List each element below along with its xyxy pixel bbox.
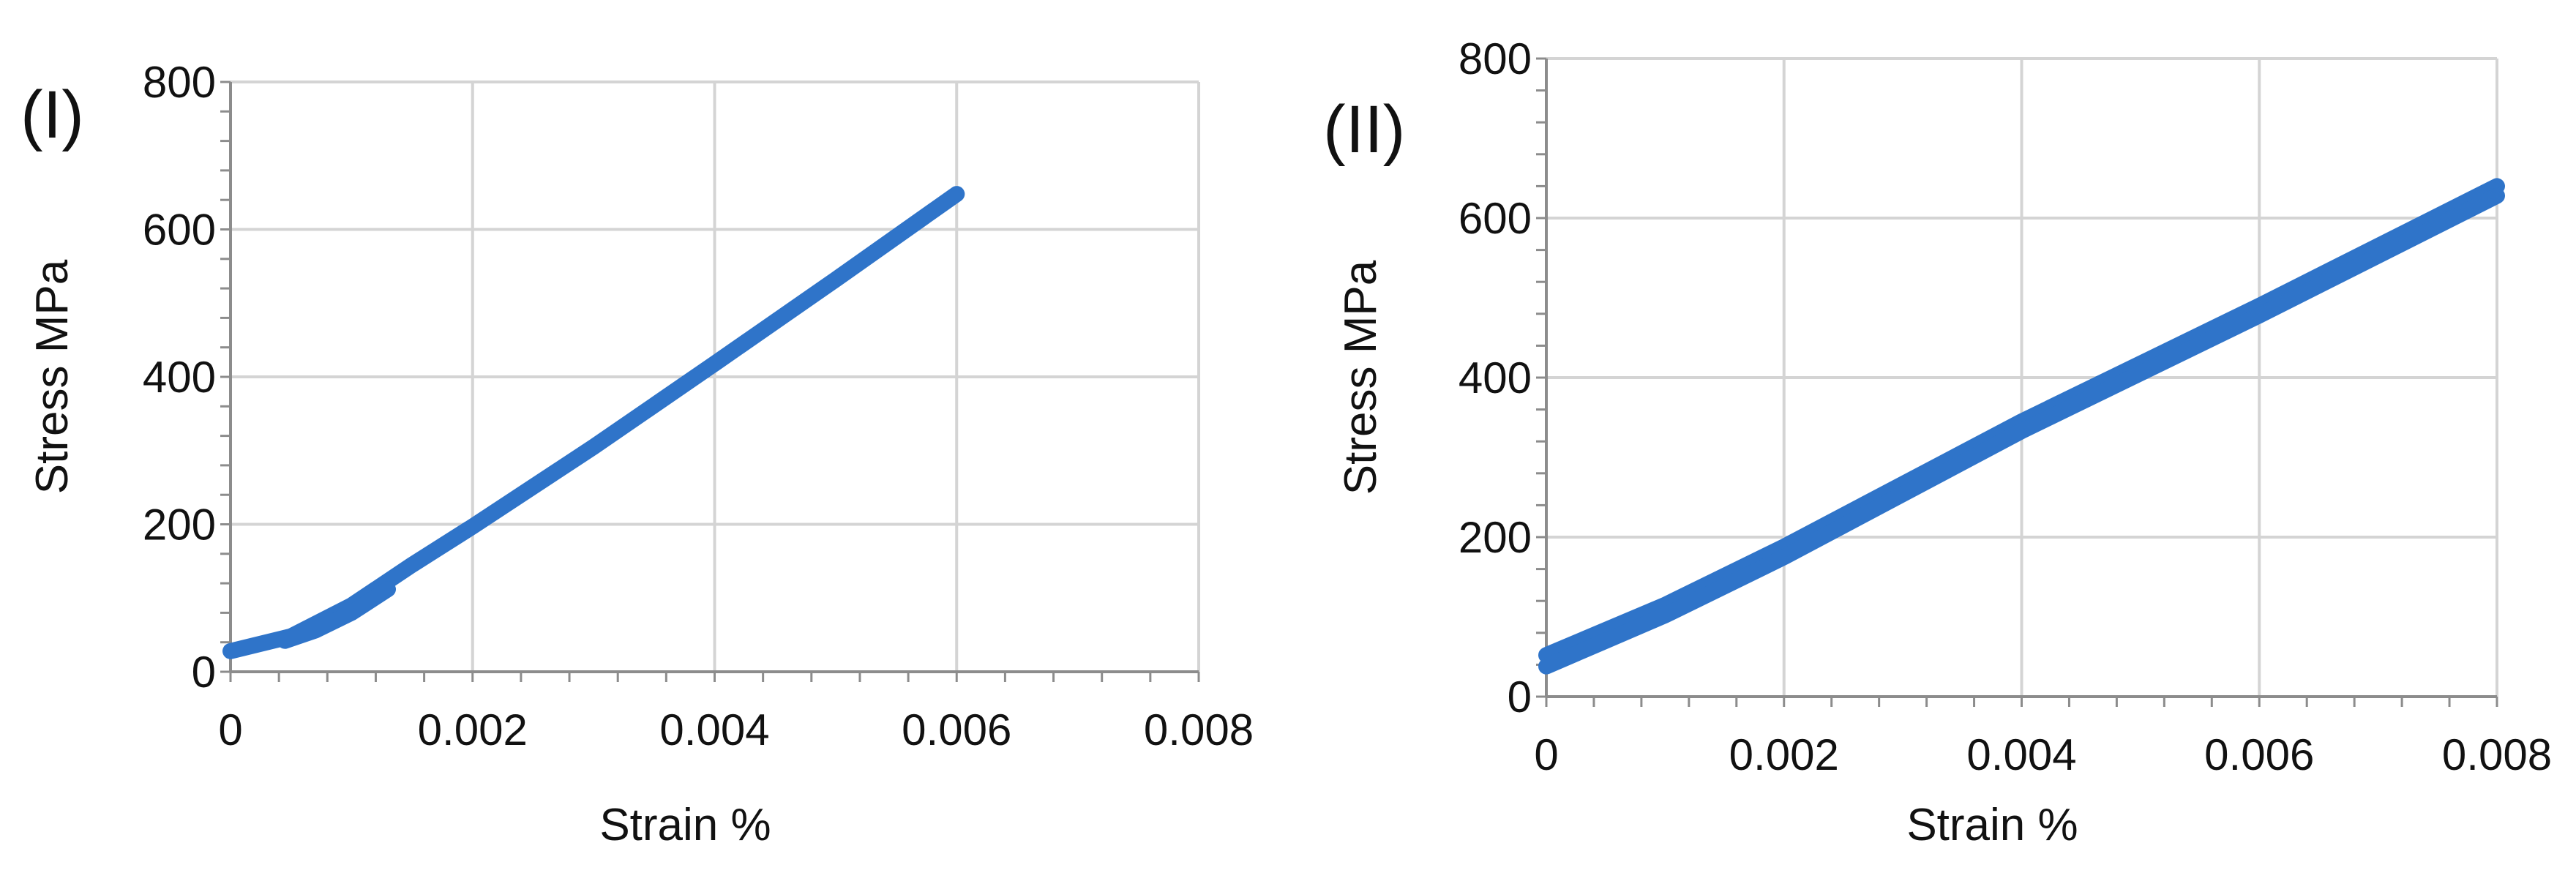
- y-axis-title: Stress MPa: [27, 259, 78, 494]
- y-tick-label: 0: [192, 648, 216, 697]
- x-tick-label: 0: [218, 705, 242, 754]
- y-tick-label: 800: [143, 58, 216, 107]
- x-tick-label: 0.006: [902, 705, 1011, 754]
- series-line-2: [1538, 187, 2505, 675]
- series-line-2: [277, 581, 396, 649]
- series-line-1: [1538, 178, 2505, 664]
- panel-label: (I): [20, 78, 84, 152]
- x-axis-title: Strain %: [599, 800, 771, 850]
- y-tick-label: 600: [1459, 194, 1532, 243]
- x-axis-title: Strain %: [1906, 800, 2078, 850]
- x-tick-label: 0.006: [2204, 730, 2314, 779]
- y-tick-label: 800: [1459, 34, 1532, 83]
- y-tick-label: 400: [143, 353, 216, 402]
- y-tick-label: 400: [1459, 353, 1532, 402]
- x-tick-label: 0.008: [1144, 705, 1254, 754]
- x-tick-label: 0.008: [2442, 730, 2552, 779]
- series-line-1: [222, 186, 965, 659]
- panel-label: (II): [1323, 92, 1405, 167]
- x-tick-label: 0.004: [659, 705, 769, 754]
- y-tick-label: 600: [143, 206, 216, 255]
- x-tick-label: 0.002: [418, 705, 528, 754]
- y-axis-title: Stress MPa: [1336, 260, 1386, 495]
- y-tick-label: 200: [1459, 513, 1532, 562]
- x-tick-label: 0.004: [1966, 730, 2076, 779]
- x-tick-label: 0: [1534, 730, 1558, 779]
- y-tick-label: 200: [143, 501, 216, 550]
- panel-ii: 0 0.002 0.004 0.006 0.008 0 200 400 600 800 Strain…: [1323, 34, 2552, 850]
- panel-i: 0 0.002 0.004 0.006 0.008 0 200 400 600 800 Strain…: [20, 58, 1254, 850]
- x-tick-label: 0.002: [1729, 730, 1839, 779]
- y-tick-label: 0: [1508, 672, 1532, 722]
